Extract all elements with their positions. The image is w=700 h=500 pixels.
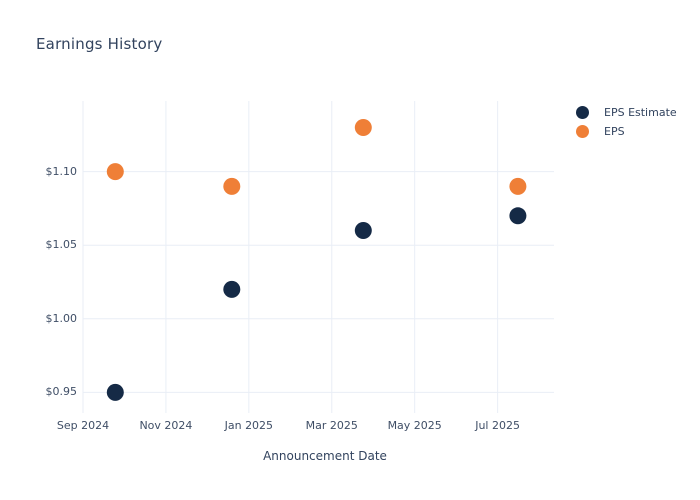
eps-estimate-point[interactable]	[354, 222, 372, 239]
x-tick-label: May 2025	[387, 419, 442, 432]
x-tick-label: Nov 2024	[139, 419, 193, 432]
eps-marker-icon	[576, 125, 589, 138]
x-tick-label: Jan 2025	[224, 419, 274, 432]
eps-estimate-point[interactable]	[106, 383, 124, 401]
legend-item-eps[interactable]: EPS	[576, 122, 677, 141]
chart-title: Earnings History	[36, 35, 163, 53]
eps-point[interactable]	[223, 177, 241, 195]
eps-estimate-point[interactable]	[509, 207, 527, 225]
eps-point[interactable]	[106, 163, 124, 181]
x-tick-label: Jul 2025	[475, 419, 520, 432]
x-tick-label: Sep 2024	[56, 419, 110, 432]
eps-point[interactable]	[354, 119, 372, 136]
y-tick-label: $1.00	[45, 311, 78, 325]
x-tick-label: Mar 2025	[305, 419, 358, 432]
legend-item-eps-estimate[interactable]: EPS Estimate	[576, 103, 677, 122]
y-tick-label: $0.95	[45, 385, 78, 399]
eps-estimate-marker-icon	[576, 106, 589, 119]
eps-estimate-point[interactable]	[223, 280, 241, 298]
legend-label-eps: EPS	[604, 125, 625, 138]
legend: EPS Estimate EPS	[576, 103, 677, 141]
x-axis-title: Announcement Date	[263, 449, 387, 463]
y-tick-label: $1.05	[45, 238, 78, 252]
legend-label-eps-estimate: EPS Estimate	[604, 106, 677, 119]
eps-point[interactable]	[509, 177, 527, 195]
y-tick-label: $1.10	[45, 164, 78, 178]
